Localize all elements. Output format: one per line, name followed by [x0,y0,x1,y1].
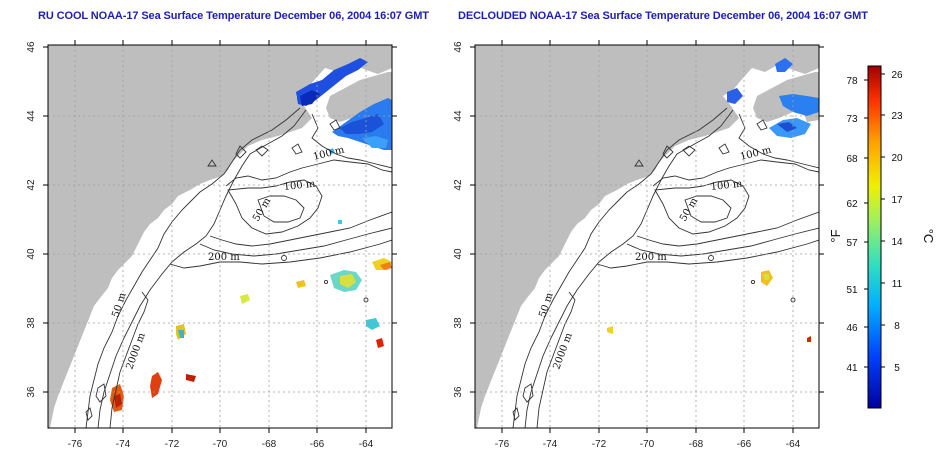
right-grid [475,45,819,428]
celsius-tick-label: 14 [891,237,903,248]
left-map: 100 m 100 m 50 m 200 m 50 m 2000 m -76 -… [26,40,397,450]
left-y-tick-label: 46 [26,41,37,53]
right-tick-marks [470,40,824,433]
right-sst-patches [607,58,819,342]
right-x-tick-label: -68 [689,439,704,450]
right-landmass [475,45,819,428]
left-contour-label-200: 200 m [208,252,240,263]
left-x-tick-label: -76 [68,439,83,450]
right-x-tick-label: -74 [543,439,558,450]
left-y-tick-label: 38 [26,317,37,329]
left-y-tick-label: 36 [26,386,37,398]
fahrenheit-tick-label: 46 [846,323,858,334]
fahrenheit-unit-label: °F [828,229,843,242]
right-y-tick-label: 38 [453,317,464,329]
right-x-tick-label: -66 [737,439,752,450]
left-contours [85,107,392,428]
left-tick-marks [43,40,397,433]
celsius-tick-label: 23 [891,111,903,122]
left-y-tick-label: 44 [26,110,37,122]
fahrenheit-tick-label: 73 [846,114,858,125]
left-map-title: RU COOL NOAA-17 Sea Surface Temperature … [38,10,429,22]
right-contours [512,107,819,428]
right-x-tick-label: -72 [592,439,607,450]
left-x-tick-label: -72 [165,439,180,450]
right-contour-label-100-georges: 100 m [710,179,743,193]
right-y-tick-label: 46 [453,41,464,53]
left-x-tick-label: -74 [116,439,131,450]
celsius-tick-label: 8 [894,321,900,332]
right-y-tick-label: 40 [453,248,464,260]
right-y-axis-labels: 36 38 40 42 44 46 [453,41,464,398]
left-x-tick-label: -66 [310,439,325,450]
right-x-axis-labels: -76 -74 -72 -70 -68 -66 -64 [495,439,801,450]
colorbar-gradient [867,65,882,409]
fahrenheit-tick-label: 57 [846,238,858,249]
left-contour-label-100-georges: 100 m [283,179,316,193]
right-map: 100 m 100 m 50 m 200 m 50 m 2000 m -76 -… [453,40,824,450]
fahrenheit-tick-label: 78 [846,76,858,87]
left-sst-patches [110,58,392,412]
celsius-tick-label: 11 [892,279,903,290]
right-map-title: DECLOUDED NOAA-17 Sea Surface Temperatur… [458,10,868,22]
celsius-tick-label: 20 [891,153,903,164]
colorbar-fahrenheit-labels: 78 73 68 62 57 51 46 41 [846,76,858,374]
left-y-tick-label: 42 [26,179,37,191]
fahrenheit-tick-label: 41 [846,363,858,374]
right-y-tick-label: 36 [453,386,464,398]
right-x-tick-label: -76 [495,439,510,450]
temperature-colorbar: 78 73 68 62 57 51 46 41 26 23 20 17 14 1… [828,65,936,409]
left-y-axis-labels: 36 38 40 42 44 46 [26,41,37,398]
left-x-tick-label: -64 [359,439,374,450]
left-grid [48,45,392,428]
celsius-tick-label: 26 [891,70,903,81]
left-x-tick-label: -68 [262,439,277,450]
right-y-tick-label: 42 [453,179,464,191]
colorbar-celsius-labels: 26 23 20 17 14 11 8 5 [891,70,903,374]
right-x-tick-label: -64 [786,439,801,450]
left-x-axis-labels: -76 -74 -72 -70 -68 -66 -64 [68,439,374,450]
right-y-tick-label: 44 [453,110,464,122]
celsius-tick-label: 5 [894,363,900,374]
right-contour-label-200: 200 m [635,252,667,263]
fahrenheit-tick-label: 62 [846,199,858,210]
left-landmass [48,45,392,428]
fahrenheit-tick-label: 68 [846,154,858,165]
colorbar-ticks [864,73,885,368]
fahrenheit-tick-label: 51 [846,285,858,296]
right-x-tick-label: -70 [640,439,655,450]
left-y-tick-label: 40 [26,248,37,260]
left-x-tick-label: -70 [213,439,228,450]
celsius-tick-label: 17 [891,195,903,206]
celsius-unit-label: °C [921,229,936,244]
left-nova-scotia [326,72,392,122]
